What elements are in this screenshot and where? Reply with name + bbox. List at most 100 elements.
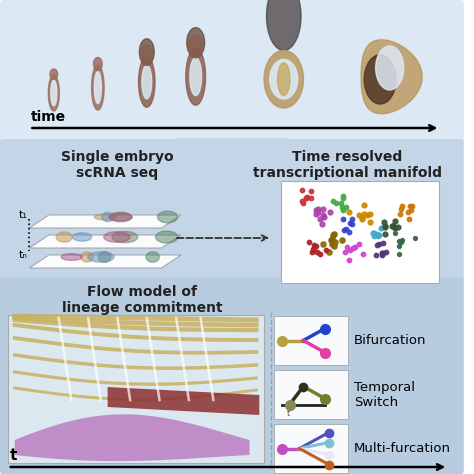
Point xyxy=(360,201,368,209)
Point xyxy=(340,226,348,234)
Point xyxy=(323,246,330,254)
Point xyxy=(342,203,350,210)
Polygon shape xyxy=(51,80,57,106)
Point xyxy=(375,240,383,248)
Point xyxy=(378,249,386,256)
Point xyxy=(342,248,349,256)
Point xyxy=(389,222,396,230)
Polygon shape xyxy=(141,45,153,65)
Point xyxy=(395,242,402,250)
Text: t: t xyxy=(10,448,17,463)
Point xyxy=(337,199,345,207)
Point xyxy=(360,210,368,217)
Polygon shape xyxy=(91,65,104,110)
Point xyxy=(348,220,356,228)
Point xyxy=(312,242,320,249)
Point xyxy=(408,202,416,210)
Point xyxy=(340,207,347,214)
Polygon shape xyxy=(376,46,404,90)
Point xyxy=(382,223,389,230)
Point xyxy=(351,243,359,250)
Point xyxy=(326,208,334,216)
Point xyxy=(346,246,354,254)
Polygon shape xyxy=(187,27,205,57)
Point xyxy=(338,203,346,210)
FancyBboxPatch shape xyxy=(0,139,464,283)
Polygon shape xyxy=(270,59,298,99)
Point xyxy=(328,235,336,243)
Text: Bifurcation: Bifurcation xyxy=(354,334,427,347)
Point xyxy=(398,202,406,210)
Point xyxy=(379,252,386,259)
Text: Single embryo
scRNA seq: Single embryo scRNA seq xyxy=(61,150,174,180)
Point xyxy=(302,194,310,201)
Polygon shape xyxy=(29,235,181,248)
Point xyxy=(299,197,306,205)
Point xyxy=(315,208,322,216)
Point xyxy=(398,205,405,212)
Point xyxy=(392,218,399,225)
Point xyxy=(397,238,405,246)
Point xyxy=(305,238,313,246)
Point xyxy=(405,216,413,223)
Point xyxy=(391,229,399,237)
Point xyxy=(331,238,338,246)
Polygon shape xyxy=(142,65,152,99)
Polygon shape xyxy=(138,57,155,107)
Point xyxy=(299,187,306,194)
FancyBboxPatch shape xyxy=(274,316,348,365)
Polygon shape xyxy=(48,75,59,111)
Point xyxy=(378,224,385,232)
Point xyxy=(317,215,324,223)
FancyBboxPatch shape xyxy=(8,315,264,463)
Point xyxy=(314,205,322,213)
Point xyxy=(355,212,363,219)
Point xyxy=(369,229,376,237)
Point xyxy=(370,233,378,240)
Point xyxy=(327,237,335,244)
Text: Temporal
Switch: Temporal Switch xyxy=(354,381,415,409)
Point xyxy=(382,248,390,255)
Point xyxy=(330,242,338,249)
Point xyxy=(370,229,377,237)
Point xyxy=(312,210,320,218)
FancyBboxPatch shape xyxy=(274,370,348,419)
Polygon shape xyxy=(104,232,130,242)
Point xyxy=(346,256,353,264)
Polygon shape xyxy=(29,215,181,228)
Point xyxy=(330,230,337,238)
Polygon shape xyxy=(155,231,178,243)
Polygon shape xyxy=(50,69,58,80)
Text: Flow model of
lineage commitment: Flow model of lineage commitment xyxy=(62,285,222,315)
FancyBboxPatch shape xyxy=(274,424,348,473)
Polygon shape xyxy=(109,213,132,221)
Text: Time resolved
transcriptional manifold: Time resolved transcriptional manifold xyxy=(253,150,442,180)
Point xyxy=(319,211,327,219)
Point xyxy=(346,219,354,227)
Point xyxy=(344,244,351,251)
Polygon shape xyxy=(88,252,114,262)
Polygon shape xyxy=(266,0,301,50)
FancyBboxPatch shape xyxy=(281,181,439,283)
Polygon shape xyxy=(139,39,154,65)
Polygon shape xyxy=(189,35,203,57)
Point xyxy=(396,210,404,218)
Point xyxy=(332,199,340,207)
Text: time: time xyxy=(31,110,66,124)
Polygon shape xyxy=(186,48,206,105)
Point xyxy=(329,198,337,205)
Polygon shape xyxy=(94,214,117,220)
Point xyxy=(374,242,381,249)
Point xyxy=(310,241,318,248)
Polygon shape xyxy=(56,232,73,242)
Point xyxy=(303,194,310,201)
Point xyxy=(398,236,406,243)
Polygon shape xyxy=(109,212,132,222)
Polygon shape xyxy=(364,55,396,104)
Point xyxy=(356,240,363,248)
Point xyxy=(299,199,307,207)
Point xyxy=(377,224,385,231)
Point xyxy=(389,223,396,230)
Point xyxy=(366,219,374,226)
Point xyxy=(371,229,378,237)
